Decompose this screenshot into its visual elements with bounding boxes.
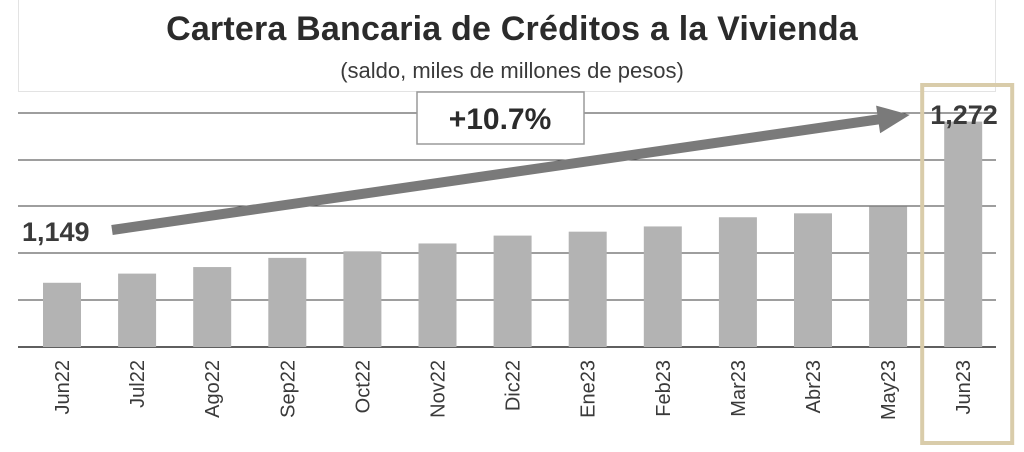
bar-Jul22 <box>118 273 157 347</box>
x-tick-label: Sep22 <box>277 360 299 418</box>
x-tick-label: May23 <box>878 360 900 420</box>
start-value-label: 1,149 <box>22 217 90 247</box>
highlight-box-last-bar <box>920 83 1015 445</box>
bar-Jun23 <box>944 121 983 347</box>
bar-Sep22 <box>268 257 307 347</box>
growth-arrow-head <box>876 105 910 134</box>
growth-label-box <box>416 91 585 145</box>
x-tick-label: Abr23 <box>803 360 825 413</box>
end-value-label: 1,272 <box>930 100 998 130</box>
bar-Jun22 <box>43 282 81 347</box>
chart-title: Cartera Bancaria de Créditos a la Vivien… <box>166 10 858 48</box>
bar-Nov22 <box>418 243 457 347</box>
x-tick-label: Jul22 <box>127 360 149 408</box>
x-tick-label: Dic22 <box>503 360 525 411</box>
bar-May23 <box>869 206 908 347</box>
x-tick-label: Ene23 <box>578 360 600 418</box>
x-tick-label: Feb23 <box>653 360 675 417</box>
chart-subtitle: (saldo, miles de millones de pesos) <box>340 58 684 83</box>
x-tick-label: Oct22 <box>352 360 374 413</box>
bar-Mar23 <box>718 217 757 347</box>
x-tick-label: Nov22 <box>428 360 450 418</box>
bar-Oct22 <box>343 251 382 347</box>
x-tick-label: Jun22 <box>52 360 74 415</box>
bar-Ago22 <box>193 267 232 347</box>
x-tick-label: Jun23 <box>953 360 975 415</box>
bar-Dic22 <box>493 235 532 347</box>
bar-Feb23 <box>643 226 682 347</box>
bar-Abr23 <box>794 213 832 347</box>
growth-arrow-shaft <box>111 113 889 235</box>
x-tick-label: Ago22 <box>202 360 224 418</box>
bar-Ene23 <box>568 231 607 347</box>
x-tick-label: Mar23 <box>728 360 750 417</box>
growth-label: +10.7% <box>449 103 552 136</box>
